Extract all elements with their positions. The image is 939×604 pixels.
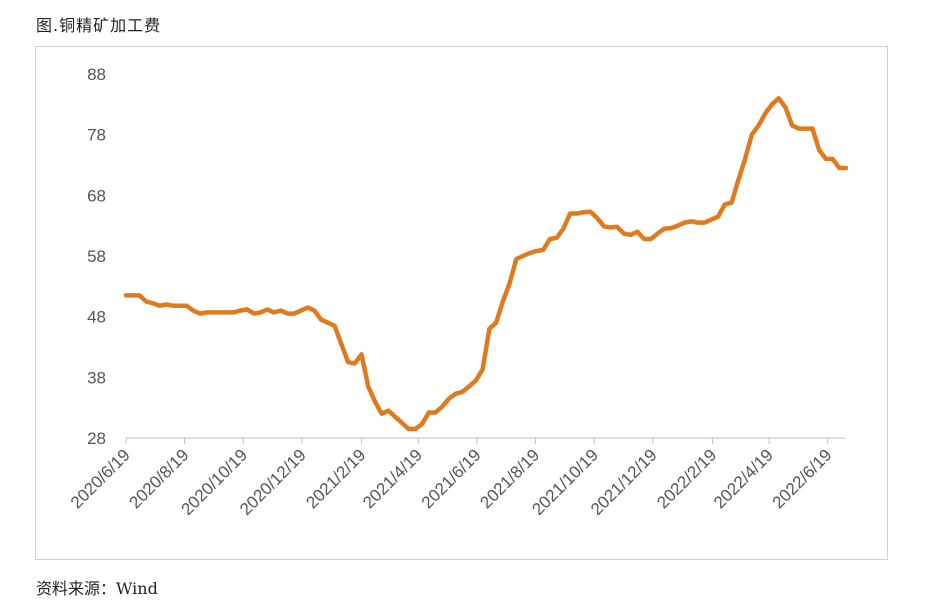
figure-source: 资料来源：Wind <box>36 579 158 598</box>
x-axis-ticks: 2020/6/192020/8/192020/10/192020/12/1920… <box>67 438 836 519</box>
x-tick-label: 2022/4/19 <box>710 445 777 512</box>
chart-frame: 28 38 48 58 68 78 88 2020/6/19 2020/8/19 2020/10… <box>35 46 888 560</box>
x-tick-label: 2020/6/19 <box>67 445 134 512</box>
y-tick-label: 88 <box>87 65 106 84</box>
y-tick-label: 68 <box>87 186 106 205</box>
y-tick-label: 58 <box>87 247 106 266</box>
y-tick-label: 48 <box>87 308 106 327</box>
figure-title: 图.铜精矿加工费 <box>36 16 162 35</box>
x-tick-label: 2022/2/19 <box>653 445 720 512</box>
y-tick-label: 78 <box>87 126 106 145</box>
y-tick-label: 28 <box>87 429 106 448</box>
line-chart: 28 38 48 58 68 78 88 2020/6/192020/8/192020/10… <box>67 65 849 519</box>
x-tick-label: 2021/4/19 <box>359 445 426 512</box>
y-tick-label: 38 <box>87 368 106 387</box>
series-line <box>123 96 849 432</box>
x-tick-label: 2022/6/19 <box>769 445 836 512</box>
y-axis-ticks: 28 38 48 58 68 78 88 <box>87 65 106 448</box>
x-tick-label: 2021/6/19 <box>418 445 485 512</box>
x-tick-label: 2021/2/19 <box>302 445 369 512</box>
